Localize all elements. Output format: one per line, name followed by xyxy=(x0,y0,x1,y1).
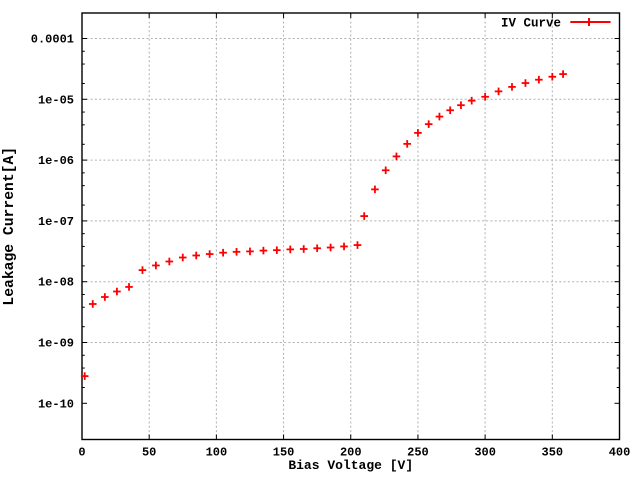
svg-text:1e-09: 1e-09 xyxy=(38,337,74,351)
svg-text:Leakage Current[A]: Leakage Current[A] xyxy=(2,147,18,306)
svg-text:300: 300 xyxy=(474,446,496,460)
svg-text:1e-05: 1e-05 xyxy=(38,93,74,107)
svg-text:0: 0 xyxy=(78,446,85,460)
svg-text:IV Curve: IV Curve xyxy=(501,17,561,31)
svg-text:Bias Voltage [V]: Bias Voltage [V] xyxy=(288,458,413,473)
svg-text:1e-06: 1e-06 xyxy=(38,154,74,168)
svg-text:1e-08: 1e-08 xyxy=(38,276,74,290)
svg-text:1e-10: 1e-10 xyxy=(38,397,74,411)
svg-text:350: 350 xyxy=(542,446,564,460)
svg-text:100: 100 xyxy=(206,446,228,460)
svg-text:50: 50 xyxy=(142,446,156,460)
svg-text:400: 400 xyxy=(609,446,631,460)
svg-text:0.0001: 0.0001 xyxy=(31,33,74,47)
svg-text:1e-07: 1e-07 xyxy=(38,215,74,229)
